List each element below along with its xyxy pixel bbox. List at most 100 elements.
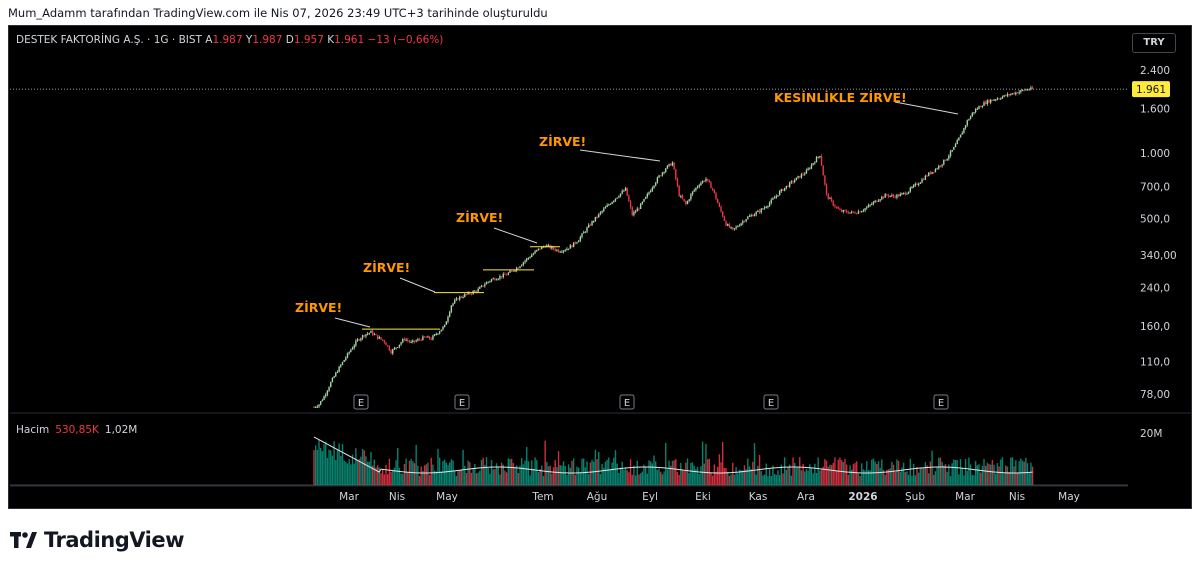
candle-body	[740, 223, 742, 226]
volume-bar	[899, 471, 901, 485]
candle-body	[666, 165, 669, 169]
open-value: 1.987	[212, 34, 243, 46]
candle-body	[976, 108, 978, 110]
earnings-marker[interactable]: E	[353, 394, 369, 410]
volume-bar	[495, 463, 498, 485]
currency-button[interactable]: TRY	[1132, 33, 1176, 53]
candle-body	[341, 361, 344, 365]
volume-bar	[531, 460, 533, 485]
earnings-marker[interactable]: E	[454, 394, 470, 410]
candle-body	[480, 285, 483, 288]
candle-body	[398, 344, 401, 348]
volume-bar	[589, 462, 592, 485]
candle-body	[787, 185, 789, 187]
candle-body	[487, 281, 489, 283]
volume-bar	[683, 471, 685, 485]
volume-bar	[747, 458, 749, 485]
candle-body	[1013, 93, 1015, 95]
volume-bar	[911, 475, 913, 485]
candle-body	[665, 168, 667, 172]
candle-body	[708, 179, 710, 183]
volume-bar	[1008, 471, 1010, 485]
volume-bar	[948, 464, 950, 485]
volume-bar	[896, 459, 898, 485]
candle-body	[884, 194, 886, 198]
volume-tick-label: 20M	[1140, 428, 1162, 440]
candle-body	[923, 179, 925, 181]
volume-bar	[314, 445, 317, 485]
candle-body	[703, 180, 705, 182]
volume-bar	[509, 459, 511, 485]
time-tick-label: 2026	[848, 491, 877, 503]
candle-body	[738, 225, 741, 227]
volume-bar	[968, 457, 970, 485]
volume-bar	[671, 460, 674, 485]
volume-bar	[556, 467, 558, 485]
volume-bar	[596, 459, 598, 485]
earnings-marker[interactable]: E	[933, 394, 949, 410]
candle-body	[753, 214, 756, 217]
candle-body	[670, 163, 672, 166]
volume-bar	[395, 460, 397, 485]
volume-bar	[700, 466, 702, 485]
earnings-marker[interactable]: E	[763, 394, 779, 410]
candle-body	[742, 221, 744, 224]
candle-body	[383, 340, 386, 343]
volume-bar	[852, 464, 855, 485]
candle-body	[856, 213, 858, 215]
volume-bar	[648, 460, 650, 485]
candle-body	[353, 345, 355, 348]
volume-bar	[428, 474, 431, 485]
volume-bar	[336, 449, 339, 485]
volume-bar	[889, 468, 891, 485]
candle-body	[775, 195, 777, 198]
volume-bar	[1031, 466, 1034, 485]
volume-bar	[363, 450, 365, 485]
time-tick-label: May	[436, 491, 458, 503]
candle-body	[782, 189, 784, 191]
candle-body	[430, 338, 432, 340]
volume-bar	[380, 473, 382, 485]
volume-bar	[639, 473, 642, 485]
volume-bar	[479, 470, 481, 485]
time-tick-label: Eki	[695, 491, 711, 503]
volume-bar	[710, 472, 712, 485]
candle-body	[577, 240, 580, 243]
candle-body	[919, 182, 922, 184]
volume-bar	[690, 463, 692, 485]
candle-body	[874, 200, 876, 203]
candle-body	[1031, 87, 1034, 89]
volume-bar	[979, 472, 982, 485]
candle-body	[336, 371, 339, 373]
time-tick-label: May	[1058, 491, 1080, 503]
volume-bar	[432, 464, 434, 485]
candle-body	[323, 396, 325, 400]
volume-bar	[832, 462, 834, 485]
candle-body	[790, 181, 793, 183]
candle-body	[912, 185, 915, 188]
candle-body	[485, 282, 488, 285]
candle-body	[427, 336, 429, 338]
volume-bar	[787, 467, 789, 485]
volume-bar	[954, 460, 957, 485]
candle-body	[643, 199, 645, 202]
candle-body	[457, 298, 459, 300]
candle-body	[882, 196, 885, 198]
candle-body	[614, 198, 617, 201]
candle-body	[718, 203, 721, 207]
volume-bar	[964, 458, 967, 485]
price-tick-label: 1.600	[1140, 103, 1170, 115]
candle-body	[402, 339, 404, 343]
earnings-marker[interactable]: E	[619, 394, 635, 410]
candle-body	[876, 200, 878, 202]
chart-frame[interactable]	[8, 25, 1192, 509]
candle-body	[953, 147, 955, 150]
volume-bar	[572, 458, 575, 485]
volume-bar	[484, 464, 486, 485]
volume-bar	[524, 460, 526, 485]
candle-body	[482, 285, 484, 287]
volume-bar	[926, 465, 928, 485]
volume-bar	[569, 467, 571, 485]
volume-bar	[886, 469, 888, 485]
